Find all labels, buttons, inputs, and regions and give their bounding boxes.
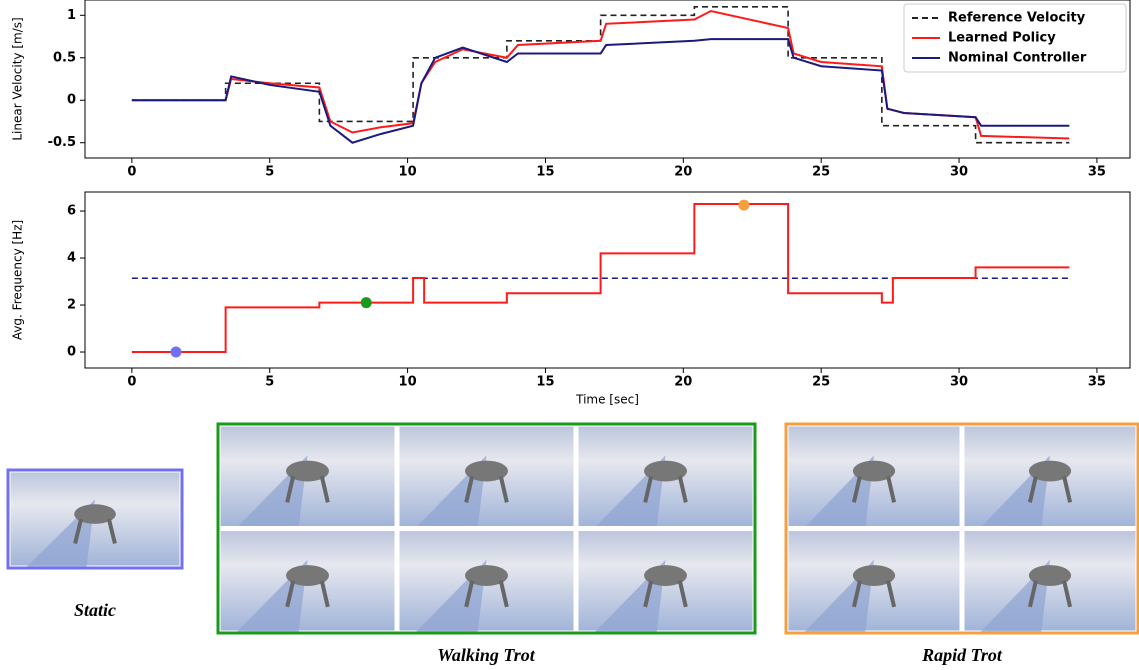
floor-tile: [235, 559, 308, 633]
y-tick-label: -0.5: [48, 135, 76, 150]
floor-tile: [593, 559, 666, 633]
robot-legs: [464, 475, 509, 503]
x-tick-label: 25: [812, 375, 830, 390]
robot: [465, 460, 508, 482]
x-tick-label: 20: [674, 165, 692, 180]
marker-point: [360, 297, 372, 309]
y-axis-label: Linear Velocity [m/s]: [11, 17, 25, 140]
y-tick-label: 0: [67, 345, 76, 360]
x-tick-label: 30: [950, 375, 968, 390]
x-tick-label: 5: [265, 165, 274, 180]
robot: [1028, 460, 1072, 482]
floor-tile: [593, 455, 666, 529]
x-tick-label: 15: [536, 165, 554, 180]
x-tick-label: 20: [674, 375, 692, 390]
robot: [286, 565, 329, 586]
x-tick-label: 10: [399, 375, 417, 390]
y-tick-label: 0: [67, 93, 76, 108]
legend-label: Reference Velocity: [948, 11, 1086, 26]
robot-legs: [285, 580, 330, 608]
marker-point: [170, 346, 182, 358]
panel-caption: Rapid Trot: [921, 645, 1003, 665]
robot: [852, 565, 896, 586]
robot-legs: [285, 475, 330, 503]
plot-area: [84, 0, 1131, 159]
robot: [644, 565, 687, 586]
image-panel: [5, 467, 185, 571]
robot-legs: [851, 580, 897, 608]
series-line: [131, 202, 1070, 354]
plot-area: [84, 191, 1131, 369]
series-line: [131, 38, 1070, 144]
x-tick-label: 10: [399, 165, 417, 180]
robot-legs: [73, 518, 117, 544]
robot: [644, 460, 687, 482]
image-panel: [783, 421, 1139, 636]
image-panel: [215, 421, 758, 636]
robot: [286, 460, 329, 482]
robot-legs: [464, 580, 509, 608]
robot: [465, 565, 508, 586]
panel-caption: Static: [74, 600, 116, 620]
panel-caption: Walking Trot: [437, 645, 536, 665]
robot-legs: [1027, 475, 1073, 503]
robot-legs: [643, 475, 688, 503]
x-axis-label: Time [sec]: [575, 393, 639, 407]
robot-legs: [643, 580, 688, 608]
x-tick-label: 0: [127, 375, 136, 390]
x-tick-label: 35: [1088, 165, 1106, 180]
x-tick-label: 30: [950, 165, 968, 180]
x-tick-label: 0: [127, 165, 136, 180]
x-tick-label: 25: [812, 165, 830, 180]
y-tick-label: 1: [67, 8, 76, 23]
y-tick-label: 6: [67, 204, 76, 219]
y-tick-label: 2: [67, 298, 76, 313]
x-tick-label: 15: [536, 375, 554, 390]
robot-legs: [851, 475, 897, 503]
x-tick-label: 5: [265, 375, 274, 390]
panel-border: [784, 422, 1139, 635]
panel-border: [6, 468, 184, 570]
marker-point: [738, 199, 750, 211]
robot: [1028, 565, 1072, 586]
y-tick-label: 4: [67, 251, 76, 266]
y-tick-label: 0.5: [53, 50, 76, 65]
robot-legs: [1027, 580, 1073, 608]
floor-tile: [25, 499, 95, 568]
y-axis-label: Avg. Frequency [Hz]: [11, 220, 25, 340]
robot: [74, 504, 116, 524]
floor-tile: [414, 559, 487, 633]
legend-box: [903, 3, 1127, 73]
robot: [852, 460, 896, 482]
x-tick-label: 35: [1088, 375, 1106, 390]
legend-label: Learned Policy: [948, 31, 1056, 46]
panel-border: [216, 422, 757, 635]
legend-label: Nominal Controller: [948, 51, 1087, 66]
